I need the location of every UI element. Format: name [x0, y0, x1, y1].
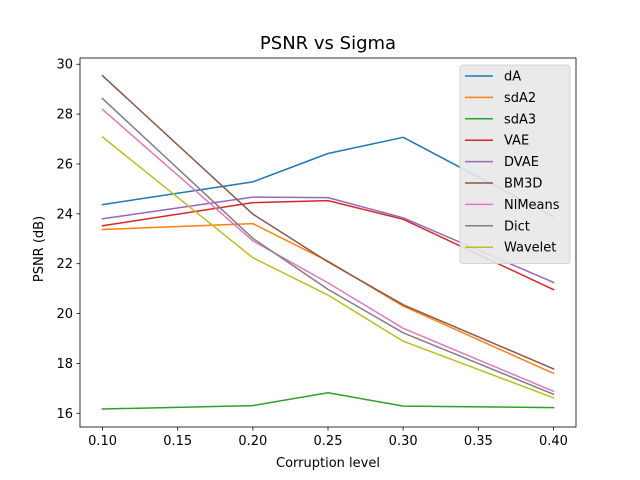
x-tick-label: 0.20 — [238, 434, 267, 449]
y-tick-label: 30 — [56, 58, 73, 73]
y-tick-label: 24 — [56, 207, 73, 222]
y-tick-label: 16 — [56, 407, 73, 422]
y-tick-label: 18 — [56, 357, 73, 372]
series-line-sda3 — [101, 392, 555, 410]
y-tick-label: 22 — [56, 257, 73, 272]
legend-label-da: dA — [504, 70, 521, 85]
legend-label-sda2: sdA2 — [504, 91, 536, 106]
x-tick-label: 0.25 — [314, 434, 343, 449]
x-tick-label: 0.15 — [163, 434, 192, 449]
axes-layer: 0.10 0.15 0.20 0.25 0.30 0.35 0.40 16 18 20 22 24 26… — [56, 57, 577, 449]
y-tick-label: 28 — [56, 108, 73, 123]
series-line-nlmeans — [101, 108, 555, 393]
legend: dA sdA2 sdA3 VAE DVAE BM3D NlMeans Dict Wavelet — [459, 64, 571, 265]
chart-title: PSNR vs Sigma — [260, 33, 396, 54]
series-line-dict — [101, 97, 555, 396]
y-tick-label: 26 — [56, 157, 73, 172]
legend-label-bm3d: BM3D — [504, 177, 542, 192]
y-axis-label: PSNR (dB) — [32, 216, 47, 282]
legend-label-vae: VAE — [504, 134, 529, 149]
series-line-dvae — [101, 196, 555, 284]
series-line-wavelet — [101, 135, 555, 399]
legend-label-nlmeans: NlMeans — [504, 198, 560, 213]
x-tick-label: 0.40 — [539, 434, 568, 449]
y-tick-label: 20 — [56, 307, 73, 322]
x-tick-label: 0.30 — [389, 434, 418, 449]
x-tick-label: 0.10 — [88, 434, 117, 449]
series-line-bm3d — [101, 74, 555, 370]
legend-label-wavelet: Wavelet — [504, 241, 556, 256]
x-axis-label: Corruption level — [276, 456, 380, 471]
series-line-da — [101, 136, 555, 218]
legend-label-dict: Dict — [504, 219, 530, 234]
series-layer — [101, 74, 555, 410]
legend-label-dvae: DVAE — [504, 155, 539, 170]
x-tick-label: 0.35 — [464, 434, 493, 449]
series-line-vae — [101, 199, 555, 291]
legend-label-sda3: sdA3 — [504, 112, 536, 127]
legend-box — [459, 64, 571, 265]
